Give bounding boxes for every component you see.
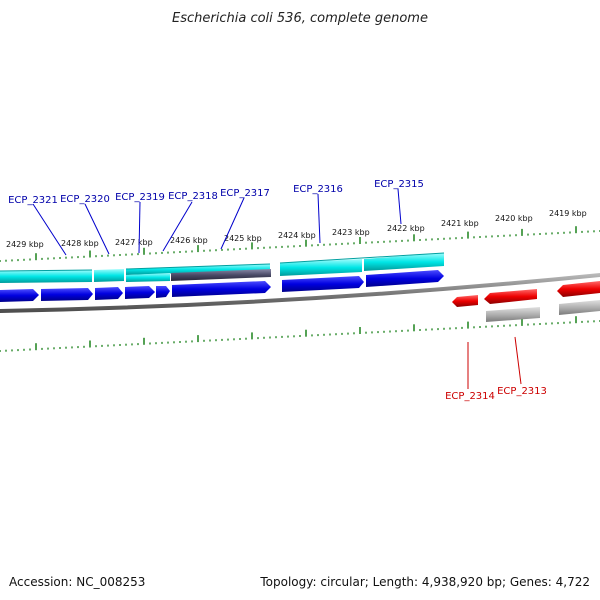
forward-gene-track: [0, 270, 444, 302]
inner-tick-ring: [0, 316, 600, 352]
gene-arrow-forward[interactable]: [125, 286, 155, 299]
cds-feature[interactable]: [280, 259, 362, 276]
kbp-label: 2428 kbp: [61, 239, 99, 248]
gene-arrow-forward[interactable]: [0, 289, 39, 302]
cds-feature[interactable]: [0, 270, 92, 283]
kbp-label: 2421 kbp: [441, 219, 479, 228]
gene-label-forward[interactable]: ECP_2319: [115, 192, 165, 203]
cds-feature-reverse[interactable]: [559, 300, 600, 315]
genome-summary-text: Topology: circular; Length: 4,938,920 bp…: [259, 575, 590, 589]
gene-label-forward[interactable]: ECP_2321: [8, 195, 58, 206]
gene-arrow-forward[interactable]: [41, 288, 93, 301]
gene-label-forward[interactable]: ECP_2315: [374, 179, 424, 190]
gene-arrow-forward[interactable]: [172, 281, 271, 297]
gene-arrow-reverse[interactable]: [484, 289, 537, 304]
kbp-label: 2420 kbp: [495, 214, 533, 223]
forward-label-leaders: [32, 188, 402, 256]
cds-feature[interactable]: [94, 269, 124, 282]
accession-text: Accession: NC_008253: [9, 575, 145, 589]
gene-arrow-reverse[interactable]: [557, 281, 600, 297]
cds-feature[interactable]: [126, 264, 270, 275]
outer-tick-ring: [0, 226, 600, 262]
kbp-label: 2426 kbp: [170, 236, 208, 245]
gene-label-forward[interactable]: ECP_2316: [293, 184, 343, 195]
kbp-label: 2427 kbp: [115, 238, 153, 247]
gene-arrow-forward[interactable]: [282, 276, 364, 292]
kbp-label: 2422 kbp: [387, 224, 425, 233]
genome-title: Escherichia coli 536, complete genome: [172, 11, 428, 26]
gene-arrow-forward[interactable]: [95, 287, 123, 300]
gene-label-forward[interactable]: ECP_2317: [220, 188, 270, 199]
gene-arrow-forward[interactable]: [366, 270, 444, 287]
cds-feature[interactable]: [126, 273, 170, 282]
kbp-label: 2429 kbp: [6, 240, 44, 249]
gene-arrow-forward[interactable]: [156, 286, 170, 298]
reverse-gene-track: [452, 281, 600, 322]
kbp-label: 2419 kbp: [549, 209, 587, 218]
gene-label-forward[interactable]: ECP_2318: [168, 191, 218, 202]
cds-feature-reverse[interactable]: [486, 307, 540, 322]
forward-gene-labels: ECP_2321 ECP_2320 ECP_2319 ECP_2318 ECP_…: [8, 179, 424, 206]
kbp-label: 2423 kbp: [332, 228, 370, 237]
cds-feature-dark[interactable]: [171, 269, 271, 281]
gene-arrow-reverse[interactable]: [452, 295, 478, 307]
kbp-label: 2425 kbp: [224, 234, 262, 243]
kbp-label: 2424 kbp: [278, 231, 316, 240]
cds-track: [0, 252, 445, 283]
cds-feature[interactable]: [364, 253, 444, 271]
gene-label-forward[interactable]: ECP_2320: [60, 194, 110, 205]
gene-label-reverse[interactable]: ECP_2313: [497, 386, 547, 397]
kbp-scale-labels: 2429 kbp 2428 kbp 2427 kbp 2426 kbp 2425…: [6, 209, 587, 249]
gene-label-reverse[interactable]: ECP_2314: [445, 391, 495, 402]
reverse-label-leaders: [467, 336, 522, 389]
genome-backbone: [0, 273, 600, 313]
